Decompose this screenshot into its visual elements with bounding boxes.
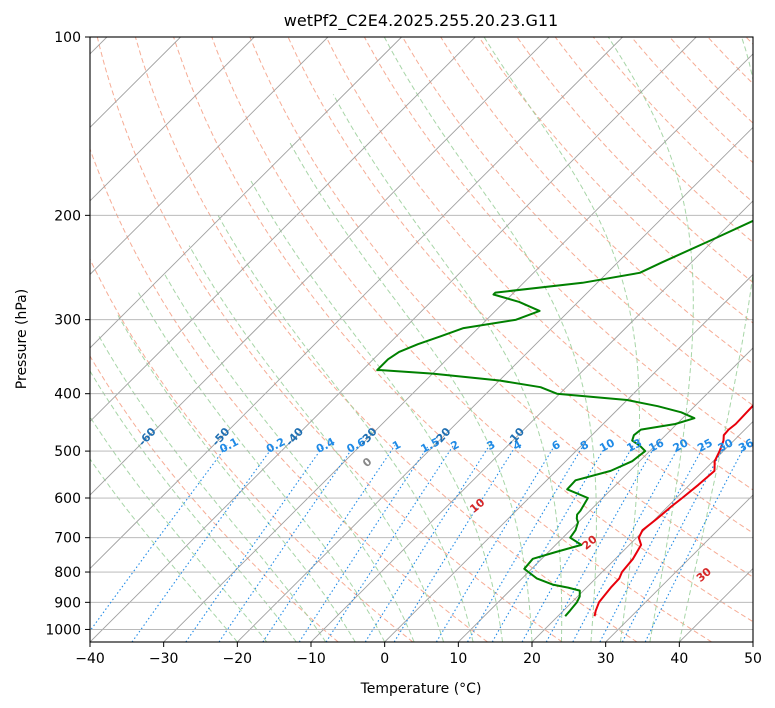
dry-adiabat-line [249, 37, 753, 578]
isotherm-line [90, 37, 476, 423]
mixing-ratio-label: 13 [625, 436, 645, 455]
isotherm-line [90, 37, 550, 496]
isotherm-line [90, 37, 623, 570]
dewpoint-profile-line [376, 219, 753, 617]
mixing-ratio-line [393, 445, 517, 642]
isotherm-line [90, 37, 255, 202]
mixing-ratio-label: 25 [695, 436, 715, 455]
dry-adiabat-line [287, 37, 753, 534]
y-tick-label: 600 [54, 491, 81, 507]
x-tick-label: −30 [149, 651, 179, 667]
mixing-ratio-line [90, 445, 228, 632]
isotherm-line [163, 53, 753, 642]
isotherm-line [90, 37, 402, 349]
y-tick-label: 500 [54, 444, 81, 460]
mixing-ratio-line [644, 445, 746, 642]
mixing-ratio-label: 10 [597, 436, 617, 455]
plot-frame [89, 36, 754, 643]
moist-adiabat-line [678, 37, 753, 642]
isotherm-line [90, 37, 697, 642]
mixing-ratio-line [521, 445, 634, 642]
x-tick-label: 40 [670, 651, 688, 667]
moist-adiabat-line [90, 415, 268, 642]
moist-adiabat-line [98, 336, 327, 642]
x-tick-label: −20 [223, 651, 253, 667]
mixing-ratio-label: 20 [671, 436, 691, 455]
y-tick-label: 100 [54, 30, 81, 46]
dry-adiabat-line [516, 37, 753, 284]
isotherm-line [90, 37, 329, 276]
temperature-profile-line [593, 404, 753, 617]
y-tick-label: 800 [54, 565, 81, 581]
mixing-ratio-line [131, 445, 275, 642]
isotherm-line [310, 200, 753, 642]
mixing-ratio-line [325, 445, 454, 642]
x-tick-label: −10 [296, 651, 326, 667]
y-tick-label: 400 [54, 387, 81, 403]
x-axis-label: Temperature (°C) [360, 681, 482, 697]
dry-adiabat-line [478, 37, 753, 324]
x-tick-label: 50 [744, 651, 762, 667]
y-tick-label: 1000 [45, 622, 81, 638]
dry-adiabat-line [134, 37, 638, 642]
y-tick-label: 700 [54, 531, 81, 547]
mixing-ratio-label: 16 [647, 436, 667, 455]
dry-adiabat-line [96, 37, 563, 642]
x-tick-label: 30 [597, 651, 615, 667]
dry-adiabat-line [325, 37, 753, 491]
dry-adiabat-line [592, 37, 753, 203]
isotherm-line [384, 273, 753, 642]
y-tick-label: 200 [54, 208, 81, 224]
moist-adiabat-line [383, 37, 597, 642]
isotherm-line [605, 494, 753, 642]
isotherm-line [237, 126, 753, 642]
mixing-ratio-line [298, 445, 430, 642]
y-axis-label: Pressure (hPa) [14, 289, 30, 389]
dry-adiabat-line [90, 355, 339, 642]
moist-adiabat-line [250, 180, 503, 642]
mixing-ratio-line [599, 445, 705, 642]
chart-title: wetPf2_C2E4.2025.255.20.23.G11 [284, 11, 558, 31]
isotherm-line [458, 347, 753, 642]
y-tick-label: 900 [54, 595, 81, 611]
x-tick-label: −40 [75, 651, 105, 667]
moist-adiabat-line [483, 37, 640, 642]
mixing-ratio-label: 36 [736, 436, 756, 455]
dry-adiabat-line [90, 147, 488, 642]
dry-adiabat-line [211, 37, 753, 623]
x-tick-label: 0 [380, 651, 389, 667]
y-tick-label: 300 [54, 313, 81, 329]
x-tick-label: 10 [449, 651, 467, 667]
isotherm-line [531, 420, 753, 642]
x-tick-label: 20 [523, 651, 541, 667]
mixing-ratio-line [545, 445, 656, 642]
mixing-ratio-label: 30 [716, 436, 736, 455]
dry-adiabat-line [173, 37, 712, 642]
moist-adiabat-line [607, 37, 694, 642]
moist-adiabat-line [332, 94, 563, 642]
moist-adiabat-line [163, 272, 415, 642]
mixing-ratio-line [262, 445, 396, 642]
mixing-ratio-line [572, 445, 680, 642]
dry-adiabat-line [402, 37, 753, 407]
moist-adiabat-line [90, 458, 238, 642]
dry-adiabat-line [90, 258, 414, 642]
